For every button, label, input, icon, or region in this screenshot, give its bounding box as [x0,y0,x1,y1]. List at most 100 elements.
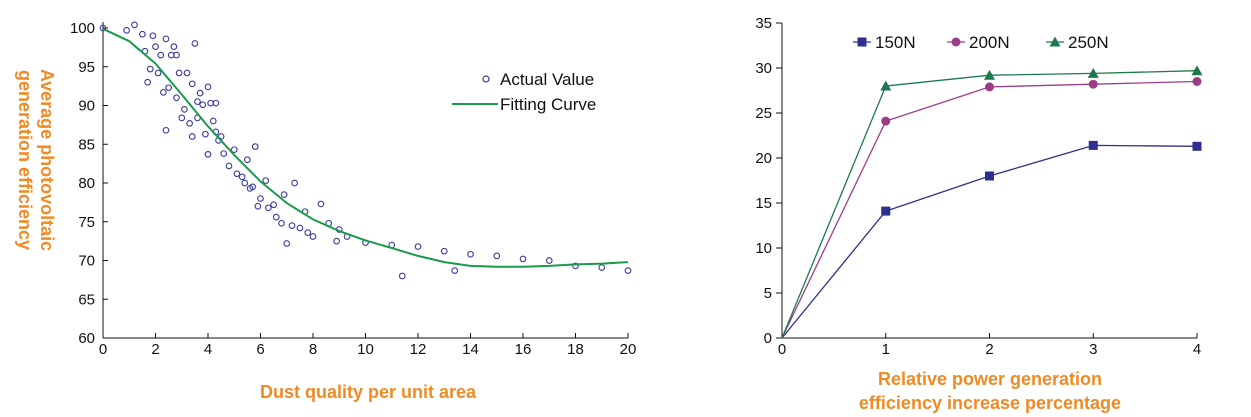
scatter-point [152,43,159,50]
scatter-point [272,213,280,221]
y-axis-title-line-2: generation efficiency [15,70,35,250]
scatter-point [598,264,606,271]
scatter-point [278,219,285,227]
y-tick-label: 10 [755,240,772,257]
data-point-200N [1192,77,1202,86]
scatter-point [238,173,246,181]
x-tick-label: 18 [567,341,584,358]
scatter-point [220,150,228,157]
scatter-point [467,250,474,258]
data-point-200N [1088,79,1098,89]
scatter-point [196,89,204,97]
scatter-point [212,99,220,107]
y-tick-label: 85 [78,136,95,153]
scatter-point [160,88,167,96]
line-chart-marks [781,65,1203,339]
x-tick-label: 20 [620,341,637,358]
scatter-point [157,51,165,59]
x-tick-label: 0 [99,341,107,358]
scatter-point [204,150,212,158]
scatter-point [175,69,183,77]
y-tick-label: 80 [78,175,95,192]
x-tick-label: 14 [462,341,479,358]
x-tick-label: 10 [357,341,374,358]
scatter-point [249,183,256,191]
data-point-250N [1087,67,1099,78]
x-axis-title-line-2: efficiency increase percentage [859,393,1121,413]
series-line-200N [781,80,1198,339]
y-tick-label: 15 [755,195,772,212]
scatter-point [317,200,325,208]
x-tick-label: 8 [309,341,317,358]
scatter-point [309,233,317,240]
scatter-point [144,78,151,86]
scatter-point [333,237,340,245]
scatter-point [519,255,527,263]
legend-label-fitting-curve: Fitting Curve [500,95,596,114]
scatter-point [173,51,180,59]
y-tick-label: 35 [755,15,772,32]
scatter-point [241,179,249,187]
scatter-point [131,21,138,29]
scatter-point [139,30,146,38]
legend-marker-200N [951,37,961,47]
data-point-150N [1192,141,1202,151]
x-tick-label: 2 [151,341,159,358]
scatter-chart-legend: Actual Value Fitting Curve [452,70,596,114]
legend-marker-actual-value [482,75,490,83]
scatter-point [440,247,448,255]
x-tick-label: 2 [985,341,993,358]
scatter-point [191,40,199,47]
x-tick-label: 12 [410,341,427,358]
data-point-150N [985,171,994,181]
line-chart-axes [776,22,1198,339]
y-tick-label: 25 [755,105,772,122]
scatter-point [296,224,304,232]
scatter-point [204,83,212,91]
data-point-250N [880,80,892,91]
fitting-curve-line [102,27,629,268]
legend-label-200N: 200N [969,33,1010,52]
scatter-point [265,204,272,212]
y-tick-label: 95 [78,59,95,76]
scatter-point [414,243,422,250]
scatter-point [186,119,193,127]
scatter-point [262,177,270,185]
y-tick-label: 100 [70,20,95,37]
scatter-point [304,229,312,236]
data-point-200N [881,116,891,126]
x-axis-title-line-1: Relative power generation [878,369,1102,389]
data-point-200N [985,82,994,92]
scatter-point [188,133,196,140]
scatter-chart-axes [102,22,629,339]
y-tick-label: 30 [755,60,772,77]
y-tick-label: 5 [764,285,772,302]
series-line-250N [781,70,1198,339]
scatter-chart-tick-labels: 60 65 70 75 80 85 90 95 100 0 2 4 6 8 10 12 14 16 18 20 [70,20,636,358]
legend-marker-250N [1049,36,1061,47]
scatter-point [181,106,188,113]
data-point-150N [1088,140,1098,150]
scatter-point [257,195,264,202]
x-tick-label: 1 [882,341,890,358]
scatter-point [233,170,241,178]
scatter-point [165,84,172,92]
legend-label-150N: 150N [875,33,916,52]
scatter-point [398,272,406,280]
x-tick-label: 3 [1089,341,1097,358]
scatter-point [230,146,238,154]
line-chart-legend: 150N 200N 250N [853,33,1109,52]
scatter-point [254,202,262,210]
y-tick-label: 65 [78,291,95,308]
scatter-point [283,240,291,247]
scatter-point [251,143,259,150]
y-tick-label: 75 [78,214,95,231]
scatter-point [451,267,459,274]
data-point-250N [984,69,995,80]
scatter-point [572,262,579,270]
line-chart-tick-labels: 0 5 10 15 20 25 30 35 0 1 2 3 4 [755,15,1201,358]
scatter-point [178,114,186,122]
y-axis-title: Average photovoltaic generation efficien… [15,69,57,251]
scatter-point [194,98,201,105]
